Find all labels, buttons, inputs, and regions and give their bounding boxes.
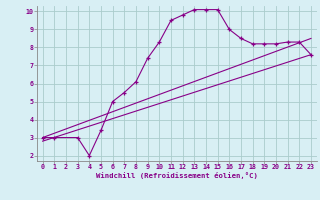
X-axis label: Windchill (Refroidissement éolien,°C): Windchill (Refroidissement éolien,°C) — [96, 172, 258, 179]
